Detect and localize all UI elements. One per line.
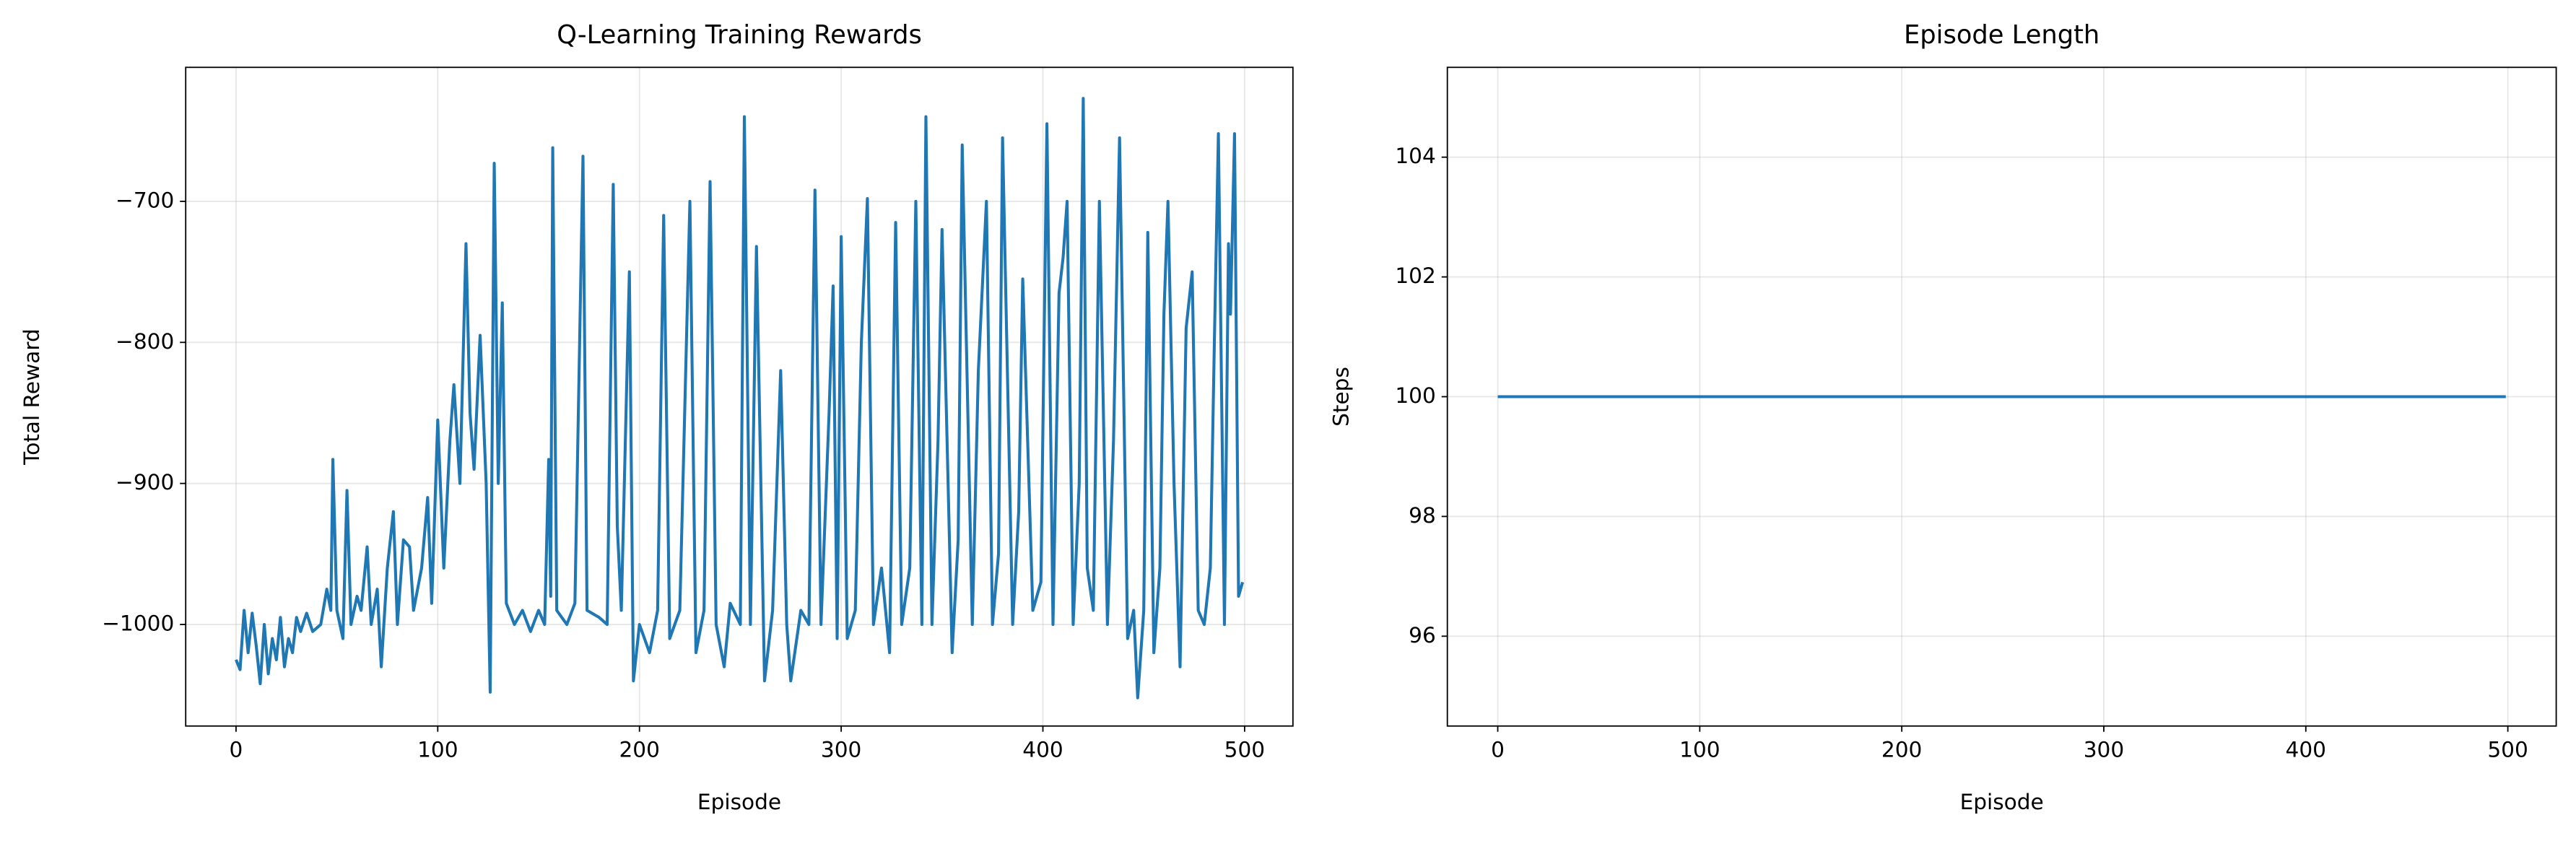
x-tick-label: 500 [1224, 737, 1265, 762]
y-axis-label: Steps [1329, 367, 1354, 427]
y-tick-label: 96 [1409, 623, 1436, 648]
y-tick-label: 98 [1409, 503, 1436, 528]
x-tick-label: 300 [821, 737, 861, 762]
y-axis-label: Total Reward [19, 328, 44, 466]
y-tick-label: −800 [116, 329, 174, 354]
x-tick-label: 0 [230, 737, 243, 762]
x-axis-label: Episode [697, 790, 781, 814]
y-tick-label: 102 [1395, 263, 1435, 288]
x-tick-label: 200 [1881, 737, 1922, 762]
x-tick-label: 200 [619, 737, 659, 762]
line-series [235, 97, 1245, 700]
x-tick-label: 500 [2487, 737, 2528, 762]
x-tick-label: 400 [2286, 737, 2326, 762]
chart-title: Q-Learning Training Rewards [557, 20, 922, 50]
y-tick-label: 104 [1395, 144, 1435, 168]
chart-title: Episode Length [1904, 20, 2099, 50]
y-tick-label: 100 [1395, 383, 1435, 408]
plot-frame [1446, 66, 2557, 727]
y-tick-label: −1000 [102, 611, 174, 636]
x-tick-label: 400 [1022, 737, 1063, 762]
x-axis-label: Episode [1960, 790, 2044, 814]
plot-frame [185, 66, 1294, 727]
x-tick-label: 100 [417, 737, 458, 762]
y-tick-label: −700 [116, 188, 174, 212]
y-tick-label: −900 [116, 470, 174, 494]
x-tick-label: 100 [1679, 737, 1720, 762]
x-tick-label: 0 [1491, 737, 1505, 762]
x-tick-label: 300 [2084, 737, 2124, 762]
